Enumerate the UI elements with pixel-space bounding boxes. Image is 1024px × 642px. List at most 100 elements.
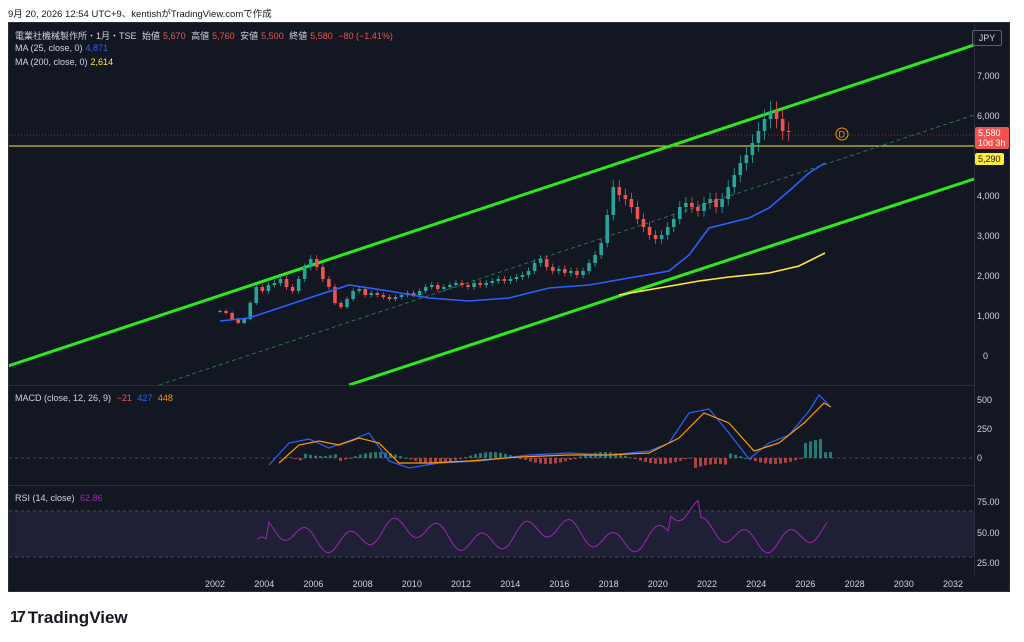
rsi-legend[interactable]: RSI (14, close) 62.86 <box>15 493 106 503</box>
channel-lower-line <box>348 177 975 387</box>
macd-histogram-bar <box>799 458 802 459</box>
macd-histogram-bar <box>634 458 637 459</box>
close-value: 5,580 <box>310 31 333 41</box>
macd-histogram-bar <box>649 458 652 464</box>
macd-histogram-bar <box>639 458 642 461</box>
rsi-band-fill <box>9 511 974 557</box>
macd-histogram-bar <box>359 454 362 458</box>
macd-histogram-bar <box>349 457 352 459</box>
candle-body <box>218 311 222 312</box>
price-axis-label: 6,000 <box>977 111 1000 121</box>
macd-histogram-bar <box>774 458 777 464</box>
macd-histogram-bar <box>664 458 667 464</box>
candle-body <box>302 267 307 279</box>
candle-body <box>454 283 458 285</box>
macd-histogram-bar <box>629 457 632 459</box>
chart-timestamp: 9月 20, 2026 12:54 UTC+9、kentishがTradingV… <box>8 9 272 20</box>
candle-body <box>629 199 634 207</box>
candle-body <box>345 299 349 307</box>
macd-histogram-bar <box>424 458 427 464</box>
candle-body <box>708 199 712 203</box>
candle-body <box>321 267 325 279</box>
candle-body <box>296 279 301 291</box>
currency-badge[interactable]: JPY <box>972 30 1002 46</box>
macd-histogram-bar <box>444 458 447 463</box>
candle-body <box>647 227 652 235</box>
candle-body <box>484 283 488 285</box>
candle-body <box>623 195 628 199</box>
price-axis-label: 2,000 <box>977 271 1000 281</box>
low-value: 5,500 <box>261 31 284 41</box>
macd-histogram-bar <box>754 458 757 462</box>
price-axis-label: 7,000 <box>977 71 1000 81</box>
candle-body <box>665 227 670 235</box>
candle-body <box>327 279 331 287</box>
candle-body <box>581 271 585 275</box>
candle-body <box>236 319 240 323</box>
candle-body <box>496 279 501 281</box>
dividend-marker <box>835 127 849 141</box>
macd-legend[interactable]: MACD (close, 12, 26, 9) −21 427 448 <box>15 393 176 403</box>
symbol-name[interactable]: 電業社機械製作所・1月・TSE <box>15 31 137 41</box>
candle-body <box>550 267 555 271</box>
macd-histogram-bar <box>624 455 627 458</box>
chart-panel[interactable]: D 電業社機械製作所・1月・TSE 始値 5,670 高値 5,760 安値 5,50… <box>8 22 1010 592</box>
rsi-axis-label: 75.00 <box>977 497 1000 507</box>
macd-histogram-bar <box>554 458 557 464</box>
macd-histogram-bar <box>699 458 702 467</box>
price-chart-svg: D <box>9 43 975 558</box>
macd-histogram-bar <box>489 452 492 458</box>
time-axis-label: 2024 <box>746 579 767 589</box>
tradingview-logo: 17 TradingView <box>10 608 128 628</box>
ma25-legend[interactable]: MA (25, close, 0) 4,871 <box>15 43 111 53</box>
candle-body <box>696 207 700 211</box>
candle-body <box>599 243 603 255</box>
candle-body <box>315 259 319 267</box>
macd-histogram-bar <box>319 455 322 458</box>
candle-body <box>653 235 658 239</box>
price-axis-label: 1,000 <box>977 311 1000 321</box>
macd-histogram-bar <box>559 458 562 463</box>
candle-body <box>369 293 374 295</box>
candle-body <box>671 219 676 227</box>
macd-histogram-bar <box>494 452 497 458</box>
candle-body <box>363 289 367 295</box>
macd-histogram-bar <box>724 458 727 465</box>
macd-histogram-bar <box>499 452 502 458</box>
candle-body <box>514 277 519 279</box>
rsi-line <box>256 499 828 554</box>
macd-histogram-bar <box>644 458 647 462</box>
candle-body <box>732 175 737 187</box>
candle-body <box>375 293 380 295</box>
macd-histogram-bar <box>409 458 412 460</box>
candle-body <box>381 295 386 297</box>
macd-axis-label: 500 <box>977 395 993 405</box>
macd-histogram-bar <box>574 458 577 459</box>
candle-body <box>248 303 253 319</box>
macd-histogram-bar <box>694 458 697 468</box>
macd-histogram-bar <box>369 452 372 458</box>
ma200-legend[interactable]: MA (200, close, 0) 2,614 <box>15 57 116 67</box>
price-axis-label: 3,000 <box>977 231 1000 241</box>
candle-body <box>635 207 640 219</box>
macd-line <box>268 394 830 469</box>
pane-separator[interactable] <box>9 485 975 486</box>
macd-histogram-bar <box>779 458 782 464</box>
macd-histogram-bar <box>324 455 327 458</box>
macd-histogram-bar <box>389 453 392 458</box>
candle-body <box>538 259 543 263</box>
macd-histogram-bar <box>714 458 717 465</box>
macd-histogram-bar <box>689 457 692 459</box>
macd-histogram-bar <box>619 454 622 458</box>
last-price: 5,580 <box>978 128 1001 138</box>
candle-body <box>569 271 573 273</box>
candle-body <box>557 269 561 271</box>
macd-histogram-bar <box>509 455 512 458</box>
candle-body <box>224 311 228 313</box>
candle-body <box>260 287 265 291</box>
macd-histogram-bar <box>379 452 382 458</box>
time-axis-label: 2020 <box>647 579 668 589</box>
ma200-value: 2,614 <box>90 57 114 67</box>
candle-body <box>744 155 749 163</box>
pane-separator[interactable] <box>9 385 975 386</box>
